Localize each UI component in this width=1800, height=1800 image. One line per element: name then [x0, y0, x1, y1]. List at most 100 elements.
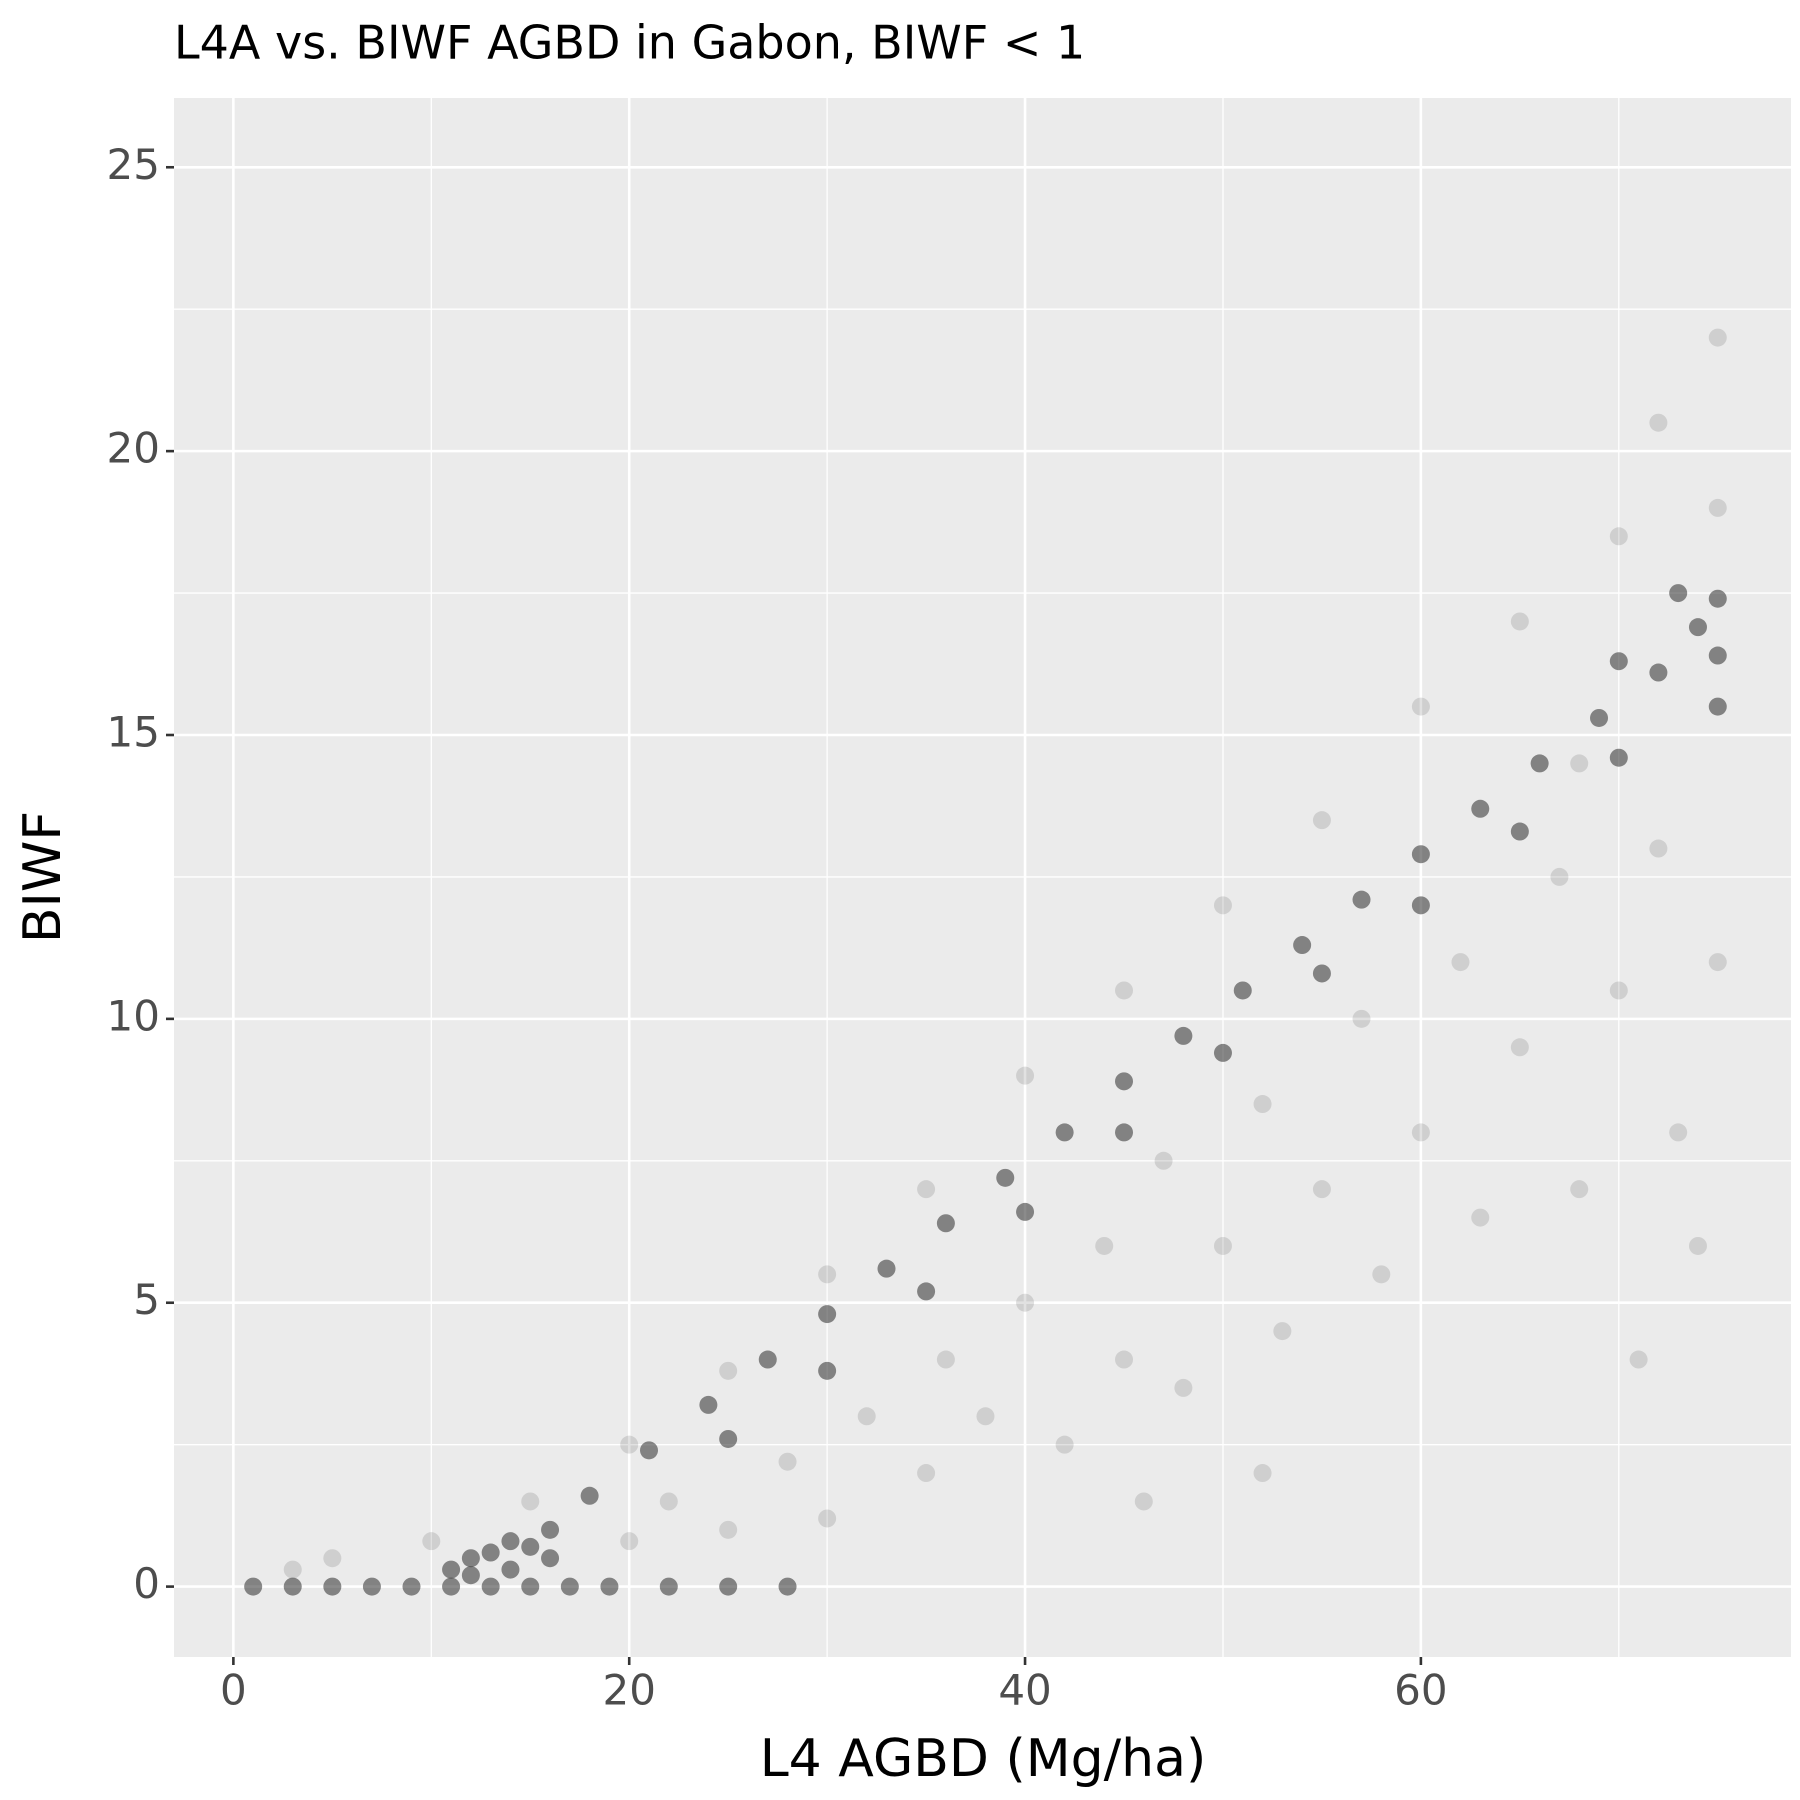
point	[1688, 618, 1707, 637]
point	[1649, 839, 1668, 858]
point	[481, 1543, 500, 1562]
point	[1609, 981, 1628, 1000]
point	[1095, 1236, 1114, 1255]
point	[1708, 589, 1727, 608]
point	[1253, 1464, 1272, 1483]
point	[758, 1350, 777, 1369]
point	[1134, 1492, 1153, 1511]
y-tick-label: 25	[107, 140, 160, 189]
point	[1708, 498, 1727, 517]
point	[560, 1577, 579, 1596]
point	[778, 1452, 797, 1471]
point	[1708, 646, 1727, 665]
point	[818, 1509, 837, 1528]
point	[719, 1520, 738, 1539]
point	[1273, 1322, 1292, 1341]
point	[659, 1492, 678, 1511]
point	[1411, 845, 1430, 864]
point	[600, 1577, 619, 1596]
point	[857, 1407, 876, 1426]
point	[442, 1560, 461, 1579]
point	[1590, 708, 1609, 727]
point	[541, 1520, 560, 1539]
point	[1688, 1236, 1707, 1255]
point	[1016, 1066, 1035, 1085]
y-tick-label: 0	[133, 1559, 160, 1608]
point	[1669, 584, 1688, 603]
point	[442, 1577, 461, 1596]
point	[461, 1566, 480, 1585]
point	[620, 1532, 639, 1551]
point	[1649, 413, 1668, 432]
point	[659, 1577, 678, 1596]
x-tick-label: 60	[1394, 1666, 1447, 1715]
x-tick-label: 0	[220, 1666, 247, 1715]
point	[1115, 1350, 1134, 1369]
point	[1055, 1123, 1074, 1142]
point	[1115, 1072, 1134, 1091]
point	[461, 1549, 480, 1568]
point	[521, 1577, 540, 1596]
y-tick-label: 5	[133, 1275, 160, 1324]
point	[1708, 328, 1727, 347]
point	[283, 1577, 302, 1596]
point	[1471, 1208, 1490, 1227]
point	[699, 1395, 718, 1414]
point	[1372, 1265, 1391, 1284]
point	[1213, 1236, 1232, 1255]
point	[1570, 754, 1589, 773]
point	[818, 1305, 837, 1324]
point	[1233, 981, 1252, 1000]
point	[1510, 822, 1529, 841]
point	[1115, 1123, 1134, 1142]
point	[244, 1577, 263, 1596]
point	[521, 1492, 540, 1511]
point	[1411, 697, 1430, 716]
point	[481, 1577, 500, 1596]
point	[1055, 1435, 1074, 1454]
point	[1609, 652, 1628, 671]
point	[521, 1537, 540, 1556]
point	[976, 1407, 995, 1426]
point	[917, 1464, 936, 1483]
point	[422, 1532, 441, 1551]
point	[323, 1549, 342, 1568]
x-axis-title: L4 AGBD (Mg/ha)	[760, 1729, 1207, 1789]
point	[1312, 964, 1331, 983]
point	[1312, 1180, 1331, 1199]
point	[1510, 612, 1529, 631]
point	[323, 1577, 342, 1596]
point	[362, 1577, 381, 1596]
point	[719, 1361, 738, 1380]
point	[936, 1214, 955, 1233]
point	[1708, 697, 1727, 716]
point	[1609, 748, 1628, 767]
point	[1154, 1151, 1173, 1170]
point	[1253, 1095, 1272, 1114]
point	[1016, 1202, 1035, 1221]
point	[1352, 890, 1371, 909]
point	[541, 1549, 560, 1568]
point	[640, 1441, 659, 1460]
y-tick-label: 15	[107, 707, 160, 756]
point	[1550, 867, 1569, 886]
y-tick-label: 20	[107, 424, 160, 473]
point	[1115, 981, 1134, 1000]
point	[1213, 896, 1232, 915]
point	[580, 1486, 599, 1505]
point	[1411, 1123, 1430, 1142]
point	[1174, 1378, 1193, 1397]
point	[917, 1180, 936, 1199]
point	[402, 1577, 421, 1596]
point	[283, 1560, 302, 1579]
point	[1570, 1180, 1589, 1199]
point	[719, 1577, 738, 1596]
x-tick-label: 20	[602, 1666, 655, 1715]
point	[719, 1429, 738, 1448]
point	[1530, 754, 1549, 773]
point	[1669, 1123, 1688, 1142]
point	[936, 1350, 955, 1369]
point	[620, 1435, 639, 1454]
point	[1451, 953, 1470, 972]
point	[1510, 1038, 1529, 1057]
